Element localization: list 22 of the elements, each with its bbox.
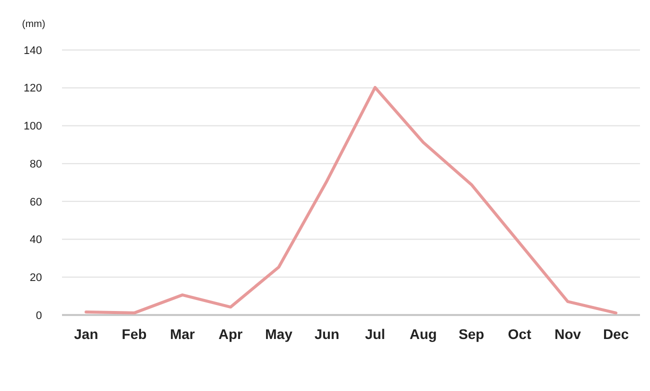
- y-tick-label: 100: [24, 120, 42, 133]
- line-series: [84, 86, 618, 314]
- y-tick-label: 60: [30, 196, 42, 208]
- x-tick-label: Sep: [458, 326, 484, 342]
- y-axis-title: (mm): [22, 19, 46, 30]
- y-tick-label: 40: [30, 234, 42, 246]
- y-tick-label: 80: [30, 158, 42, 170]
- x-tick-label: Mar: [170, 326, 196, 342]
- x-tick-label: Nov: [554, 326, 582, 342]
- x-tick-label: Jun: [314, 326, 340, 342]
- x-tick-label: Dec: [603, 326, 629, 342]
- x-tick-label: Oct: [508, 326, 532, 342]
- y-tick-label: 20: [30, 272, 42, 284]
- y-tick-label: 140: [24, 44, 42, 57]
- x-tick-label: Aug: [410, 326, 437, 342]
- x-tick-label: Apr: [218, 326, 244, 342]
- y-tick-label: 120: [24, 82, 42, 95]
- x-tick-label: Feb: [122, 326, 147, 342]
- y-tick-label: 0: [36, 310, 42, 322]
- x-tick-label: Jan: [74, 326, 98, 342]
- x-tick-label: Jul: [364, 326, 386, 342]
- x-tick-label: May: [265, 326, 293, 342]
